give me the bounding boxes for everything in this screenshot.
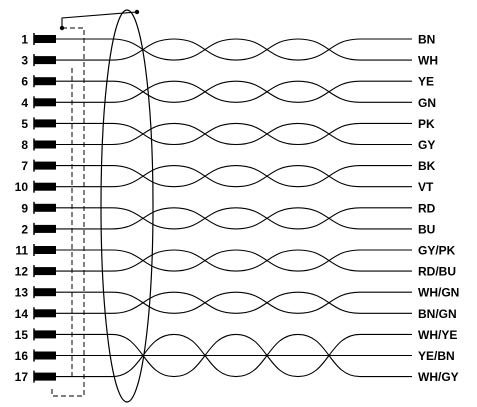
twisted-pair-wire bbox=[111, 207, 361, 230]
wire-color-label: YE/BN bbox=[418, 349, 455, 363]
pin-number: 3 bbox=[21, 54, 28, 68]
labels: 1 BN 3 WH 6 YE 4 GN 5 PK 8 GY 7 BK 10 VT 9 RD 2 BU 11 GY/PK 12… bbox=[15, 33, 460, 385]
pin-number: 6 bbox=[21, 75, 28, 89]
wire-color-label: WH bbox=[418, 54, 438, 68]
twisted-pair-wire bbox=[111, 291, 361, 314]
wire-color-label: BK bbox=[418, 159, 436, 173]
pin-number: 8 bbox=[21, 138, 28, 152]
twisted-pair-wire bbox=[111, 165, 361, 188]
wire-color-label: WH/YE bbox=[418, 328, 457, 342]
pin-number: 17 bbox=[15, 370, 29, 384]
twisted-triple-wire bbox=[111, 333, 361, 378]
wire-color-label: RD bbox=[418, 201, 436, 215]
pin-contact bbox=[34, 246, 56, 254]
twisted-pair-wire bbox=[111, 80, 361, 103]
wire-color-label: BN bbox=[418, 33, 435, 47]
pin-number: 11 bbox=[15, 244, 28, 258]
pin-contact bbox=[34, 98, 56, 107]
wires bbox=[56, 38, 412, 378]
wire-color-label: VT bbox=[418, 180, 434, 194]
drain-wire bbox=[61, 11, 138, 28]
twisted-pair-wire bbox=[111, 165, 361, 188]
shield-boundary bbox=[51, 27, 85, 397]
wire-color-label: PK bbox=[418, 117, 435, 131]
pin-contact bbox=[34, 56, 56, 65]
pin-contact bbox=[34, 288, 56, 297]
wire-color-label: BN/GN bbox=[418, 307, 457, 321]
pin-contact bbox=[34, 351, 56, 360]
wire-color-label: GY/PK bbox=[418, 244, 456, 258]
pin-contact bbox=[34, 119, 56, 128]
pin-number: 13 bbox=[15, 286, 29, 300]
wire-color-label: RD/BU bbox=[418, 265, 456, 279]
twisted-pair-wire bbox=[111, 80, 361, 103]
pin-contact bbox=[34, 203, 56, 212]
pins bbox=[33, 33, 56, 383]
twisted-pair-wire bbox=[111, 122, 361, 146]
pin-number: 12 bbox=[15, 265, 29, 279]
wire-color-label: GN bbox=[418, 96, 436, 110]
pin-contact bbox=[34, 330, 56, 339]
pin-number: 16 bbox=[15, 349, 29, 363]
twisted-pair-wire bbox=[111, 207, 361, 230]
pin-contact bbox=[34, 372, 56, 381]
pin-number: 4 bbox=[21, 96, 28, 110]
pin-contact bbox=[34, 182, 56, 191]
pin-number: 15 bbox=[15, 328, 29, 342]
twisted-triple-wire bbox=[111, 333, 361, 378]
wire-color-label: WH/GN bbox=[418, 286, 459, 300]
pin-number: 7 bbox=[21, 159, 28, 173]
pin-number: 9 bbox=[21, 201, 28, 215]
pin-number: 10 bbox=[15, 180, 29, 194]
shield-junction-dot bbox=[134, 9, 140, 15]
twisted-pair-wire bbox=[111, 38, 361, 61]
pin-contact bbox=[34, 309, 56, 318]
pin-contact bbox=[34, 35, 56, 43]
pin-number: 5 bbox=[21, 117, 28, 131]
pin-number: 1 bbox=[21, 33, 28, 47]
wire-color-label: BU bbox=[418, 222, 435, 236]
cable-shield-ellipse bbox=[100, 9, 154, 403]
pin-contact bbox=[34, 267, 56, 276]
pin-number: 14 bbox=[15, 307, 29, 321]
twisted-pair-wire bbox=[111, 249, 361, 272]
wire-color-label: GY bbox=[418, 138, 435, 152]
wire-color-label: WH/GY bbox=[418, 370, 459, 384]
twisted-pair-wire bbox=[111, 38, 361, 61]
pin-contact bbox=[34, 224, 56, 233]
pin-contact bbox=[34, 140, 56, 149]
twisted-pair-wire bbox=[111, 291, 361, 314]
shield-group bbox=[51, 9, 154, 403]
twisted-pair-wire bbox=[111, 249, 361, 272]
wire-color-label: YE bbox=[418, 75, 434, 89]
pin-contact bbox=[34, 77, 56, 86]
twisted-pair-wire bbox=[111, 122, 361, 146]
pin-contact bbox=[34, 161, 56, 170]
pin-number: 2 bbox=[21, 222, 28, 236]
